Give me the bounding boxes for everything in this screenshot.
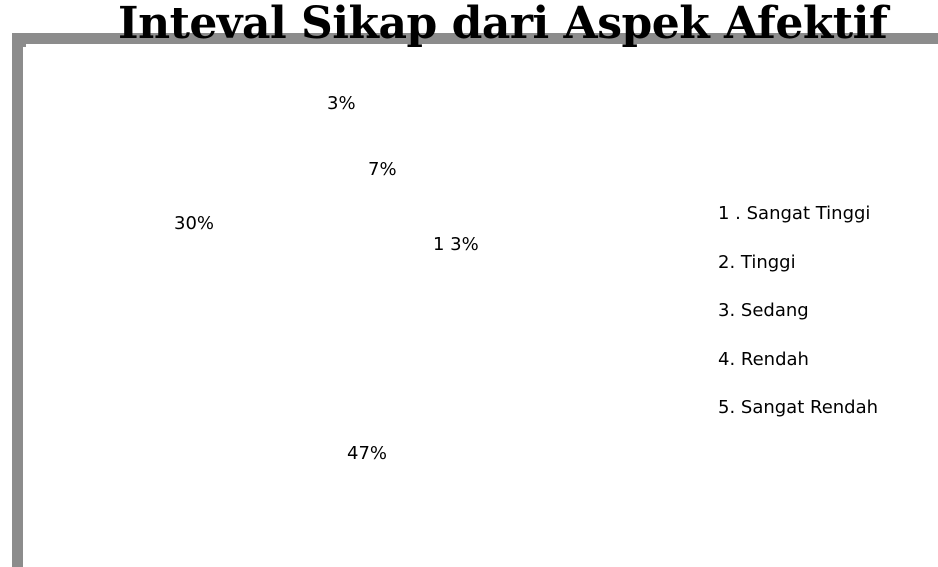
legend-label: 1 . Sangat Tinggi [718,203,871,224]
legend-item-tinggi: 2. Tinggi [718,252,878,301]
legend-item-rendah: 4. Rendah [718,349,878,398]
pie-slice-rendah [178,263,520,460]
legend-label: 4. Rendah [718,348,809,370]
legend-item-sedang: 3. Sedang [718,300,878,349]
legend-item-sangat-tinggi: 1 . Sangat Tinggi [718,203,878,252]
frame-corner [12,33,26,47]
pie-slice-sangat-tinggi [345,110,378,285]
data-label-sedang: 1 3% [433,234,479,255]
data-label-sangat-rendah: 30% [174,213,215,234]
pie-slice-sangat-rendah [169,110,345,340]
data-label-rendah: 47% [347,443,388,464]
legend-label: 2. Tinggi [718,251,796,273]
legend: 1 . Sangat Tinggi 2. Tinggi 3. Sedang 4.… [718,203,878,446]
chart-title: Inteval Sikap dari Aspek Afektif [118,0,888,49]
data-label-sangat-tinggi: 3% [327,93,356,114]
pie-slice-sedang [345,143,519,285]
frame-top-border [12,33,938,44]
legend-item-sangat-rendah: 5. Sangat Rendah [718,397,878,446]
frame-left-border [12,33,23,567]
data-label-tinggi: 7% [368,159,397,180]
legend-label: 5. Sangat Rendah [718,397,879,418]
pie-slice-tinggi [345,113,448,285]
legend-label: 3. Sedang [718,300,809,321]
